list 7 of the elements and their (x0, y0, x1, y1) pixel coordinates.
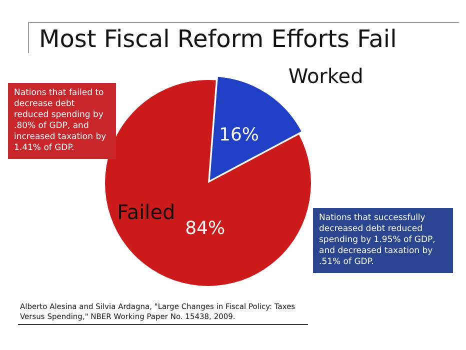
data-label: 84% (185, 218, 226, 239)
chart-title: Most Fiscal Reform Efforts Fail (28, 22, 459, 53)
text: Nations that failed to decrease debt reduced spending by .80% of GDP, and increased taxation by 1.41% of GDP. (8, 83, 116, 160)
data-label: 16% (219, 124, 260, 146)
slice-label: Failed (117, 200, 176, 224)
slice-label: Worked (288, 64, 364, 88)
text: Nations that successfully decreased debt reduced spending by 1.95% of GDP, and decreased taxation by .51% of GDP. (313, 208, 453, 274)
